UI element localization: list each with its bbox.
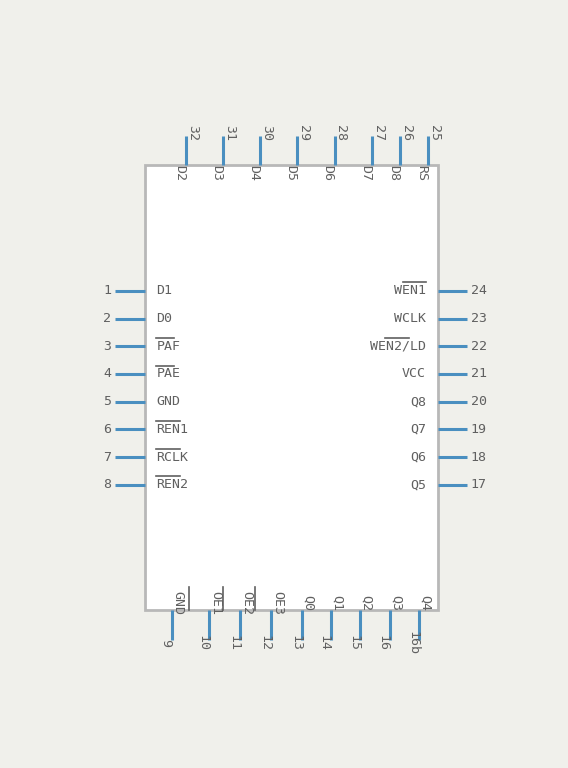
Text: 24: 24 <box>471 284 487 297</box>
Text: 6: 6 <box>103 423 111 436</box>
Text: 25: 25 <box>428 125 441 141</box>
Text: 2: 2 <box>103 312 111 325</box>
Text: WEN2/LD: WEN2/LD <box>370 339 426 353</box>
Text: 22: 22 <box>471 339 487 353</box>
Text: 28: 28 <box>335 125 348 141</box>
Text: Q2: Q2 <box>360 594 373 611</box>
Text: Q3: Q3 <box>390 594 403 611</box>
Text: 16: 16 <box>377 634 390 650</box>
Text: 26: 26 <box>400 125 414 141</box>
Text: 29: 29 <box>297 125 310 141</box>
Text: 23: 23 <box>471 312 487 325</box>
Text: D8: D8 <box>387 165 400 181</box>
Text: GND: GND <box>172 591 185 614</box>
Text: 20: 20 <box>471 396 487 409</box>
Text: RS: RS <box>415 165 428 181</box>
Text: D6: D6 <box>321 165 335 181</box>
Text: GND: GND <box>156 396 180 409</box>
Text: 3: 3 <box>103 339 111 353</box>
Text: REN2: REN2 <box>156 478 188 492</box>
Text: WEN1: WEN1 <box>394 284 426 297</box>
Text: OE3: OE3 <box>271 591 284 614</box>
Text: 15: 15 <box>347 634 360 650</box>
Text: 18: 18 <box>471 451 487 464</box>
Text: Q6: Q6 <box>410 451 426 464</box>
Text: D7: D7 <box>359 165 371 181</box>
Text: REN1: REN1 <box>156 423 188 436</box>
Text: Q4: Q4 <box>419 594 432 611</box>
Text: 19: 19 <box>471 423 487 436</box>
Bar <box>145 165 437 611</box>
Text: 11: 11 <box>227 634 240 650</box>
Text: 5: 5 <box>103 396 111 409</box>
Text: 27: 27 <box>371 125 385 141</box>
Text: D5: D5 <box>285 165 297 181</box>
Text: D4: D4 <box>247 165 260 181</box>
Text: 14: 14 <box>318 634 331 650</box>
Text: WCLK: WCLK <box>394 312 426 325</box>
Text: Q0: Q0 <box>302 594 315 611</box>
Text: 10: 10 <box>196 634 209 650</box>
Text: D1: D1 <box>156 284 172 297</box>
Text: Q8: Q8 <box>410 396 426 409</box>
Text: D3: D3 <box>210 165 223 181</box>
Text: OE2: OE2 <box>240 591 253 614</box>
Text: 13: 13 <box>289 634 302 650</box>
Text: OE1: OE1 <box>209 591 222 614</box>
Text: 1: 1 <box>103 284 111 297</box>
Text: 30: 30 <box>260 125 273 141</box>
Text: 7: 7 <box>103 451 111 464</box>
Text: Q7: Q7 <box>410 423 426 436</box>
Text: 31: 31 <box>223 125 236 141</box>
Text: 17: 17 <box>471 478 487 492</box>
Text: D2: D2 <box>173 165 186 181</box>
Text: 4: 4 <box>103 367 111 380</box>
Text: 16b: 16b <box>406 631 419 654</box>
Text: 21: 21 <box>471 367 487 380</box>
Text: PAF: PAF <box>156 339 180 353</box>
Text: D0: D0 <box>156 312 172 325</box>
Text: Q5: Q5 <box>410 478 426 492</box>
Text: PAE: PAE <box>156 367 180 380</box>
Text: 12: 12 <box>258 634 271 650</box>
Text: VCC: VCC <box>402 367 426 380</box>
Text: Q1: Q1 <box>331 594 344 611</box>
Text: RCLK: RCLK <box>156 451 188 464</box>
Text: 32: 32 <box>186 125 199 141</box>
Text: 9: 9 <box>158 639 172 647</box>
Text: 8: 8 <box>103 478 111 492</box>
